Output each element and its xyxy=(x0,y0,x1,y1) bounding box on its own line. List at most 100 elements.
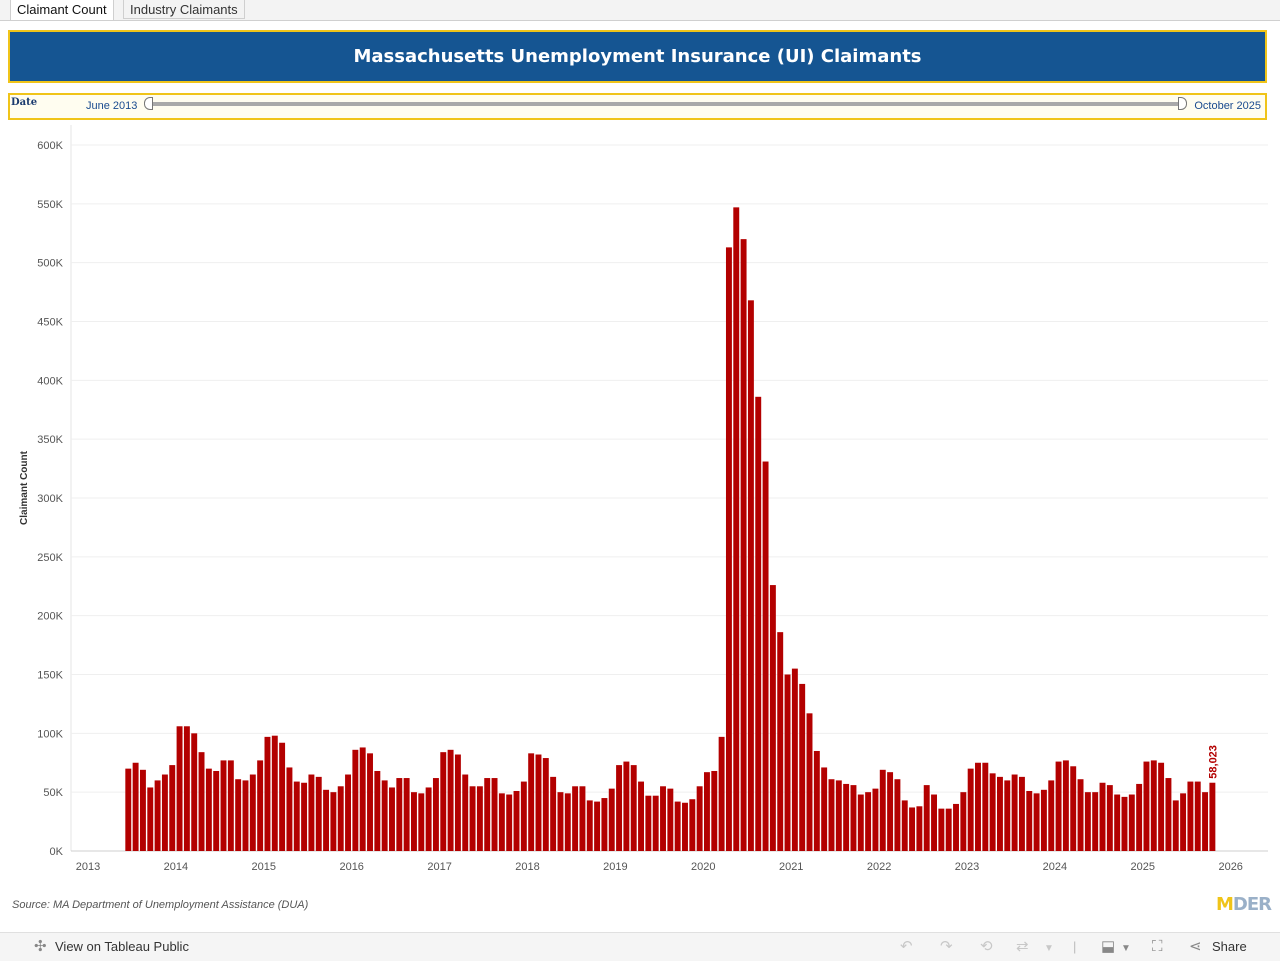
bar[interactable] xyxy=(938,808,945,851)
bar[interactable] xyxy=(1202,792,1209,851)
bar[interactable] xyxy=(872,788,879,851)
bar[interactable] xyxy=(975,762,981,851)
bar[interactable] xyxy=(660,786,666,851)
bar[interactable] xyxy=(887,772,894,851)
view-on-tableau-link[interactable]: View on Tableau Public xyxy=(55,939,189,954)
bar[interactable] xyxy=(616,765,623,851)
bar[interactable] xyxy=(462,774,469,851)
bar[interactable] xyxy=(491,778,498,851)
bar[interactable] xyxy=(1209,782,1216,851)
refresh-dropdown-chevron-icon[interactable]: ▼ xyxy=(1044,943,1054,954)
bar[interactable] xyxy=(960,792,967,851)
bar[interactable] xyxy=(601,798,608,851)
undo-icon[interactable]: ↶ xyxy=(900,938,913,955)
bar[interactable] xyxy=(1055,761,1062,851)
tab-industry-claimants[interactable]: Industry Claimants xyxy=(123,0,245,19)
bar[interactable] xyxy=(1172,800,1179,851)
bar[interactable] xyxy=(667,788,674,851)
bar[interactable] xyxy=(747,300,754,851)
bar[interactable] xyxy=(411,792,417,851)
bar[interactable] xyxy=(359,747,366,851)
bar[interactable] xyxy=(865,792,872,851)
bar[interactable] xyxy=(550,776,557,851)
bar[interactable] xyxy=(630,765,637,851)
bar[interactable] xyxy=(1114,794,1121,851)
bar[interactable] xyxy=(323,789,330,851)
bar[interactable] xyxy=(161,774,168,851)
bar[interactable] xyxy=(279,742,286,851)
bar[interactable] xyxy=(725,247,732,851)
bar[interactable] xyxy=(220,760,227,851)
bar[interactable] xyxy=(432,778,439,851)
bar[interactable] xyxy=(1150,760,1157,851)
bar[interactable] xyxy=(125,768,132,851)
bar[interactable] xyxy=(257,760,264,851)
revert-icon[interactable]: ⟲ xyxy=(980,938,993,955)
bar[interactable] xyxy=(315,776,322,851)
bar[interactable] xyxy=(447,749,454,851)
bar[interactable] xyxy=(520,781,527,851)
bar[interactable] xyxy=(330,792,337,851)
bar[interactable] xyxy=(198,752,205,851)
bar[interactable] xyxy=(1194,781,1201,851)
bar[interactable] xyxy=(396,778,403,851)
share-icon[interactable]: ⋖ xyxy=(1189,938,1202,955)
bar[interactable] xyxy=(579,786,586,851)
bar[interactable] xyxy=(1187,781,1194,851)
bar[interactable] xyxy=(953,803,959,851)
bar[interactable] xyxy=(176,726,183,851)
bar[interactable] xyxy=(425,787,432,851)
bar[interactable] xyxy=(389,787,395,851)
bar[interactable] xyxy=(689,799,696,851)
bar[interactable] xyxy=(1077,779,1084,851)
bar[interactable] xyxy=(909,807,916,851)
bar[interactable] xyxy=(469,786,476,851)
bar[interactable] xyxy=(652,795,659,851)
bar[interactable] xyxy=(1011,774,1018,851)
bar[interactable] xyxy=(132,762,139,851)
bar[interactable] xyxy=(645,795,652,851)
bar[interactable] xyxy=(623,761,630,851)
bar[interactable] xyxy=(564,793,571,851)
bar[interactable] xyxy=(484,778,491,851)
bar[interactable] xyxy=(169,765,176,851)
bar[interactable] xyxy=(535,754,542,851)
bar[interactable] xyxy=(242,780,249,851)
bar[interactable] xyxy=(264,736,271,851)
bar[interactable] xyxy=(755,396,762,851)
bar[interactable] xyxy=(989,773,996,851)
bar[interactable] xyxy=(916,806,923,851)
bar[interactable] xyxy=(1143,761,1150,851)
share-button[interactable]: Share xyxy=(1212,939,1247,954)
bar[interactable] xyxy=(1026,790,1033,851)
bar[interactable] xyxy=(682,802,688,851)
bar[interactable] xyxy=(704,772,710,851)
bar[interactable] xyxy=(418,793,425,851)
bar[interactable] xyxy=(733,207,740,851)
bar[interactable] xyxy=(1004,780,1011,851)
bar[interactable] xyxy=(762,461,769,851)
bar[interactable] xyxy=(572,786,579,851)
bar[interactable] xyxy=(777,632,784,851)
bar[interactable] xyxy=(718,736,725,851)
download-dropdown-chevron-icon[interactable]: ▼ xyxy=(1121,943,1131,954)
bar[interactable] xyxy=(945,808,952,851)
download-icon[interactable]: ⬓ xyxy=(1101,938,1116,955)
bar[interactable] xyxy=(183,726,190,851)
redo-icon[interactable]: ↷ xyxy=(940,938,953,955)
bar[interactable] xyxy=(1040,789,1047,851)
bar[interactable] xyxy=(147,787,154,851)
bar[interactable] xyxy=(1136,783,1143,851)
bar[interactable] xyxy=(923,785,930,851)
bar[interactable] xyxy=(154,780,161,851)
bar[interactable] xyxy=(139,769,146,851)
bar[interactable] xyxy=(374,770,381,851)
tab-claimant-count[interactable]: Claimant Count xyxy=(10,0,114,20)
bar[interactable] xyxy=(1018,776,1025,851)
date-slider-end-handle[interactable] xyxy=(1178,97,1187,110)
bar[interactable] xyxy=(931,794,937,851)
bar[interactable] xyxy=(835,780,842,851)
bar[interactable] xyxy=(784,674,791,852)
bar[interactable] xyxy=(806,713,813,851)
bar[interactable] xyxy=(381,780,388,851)
